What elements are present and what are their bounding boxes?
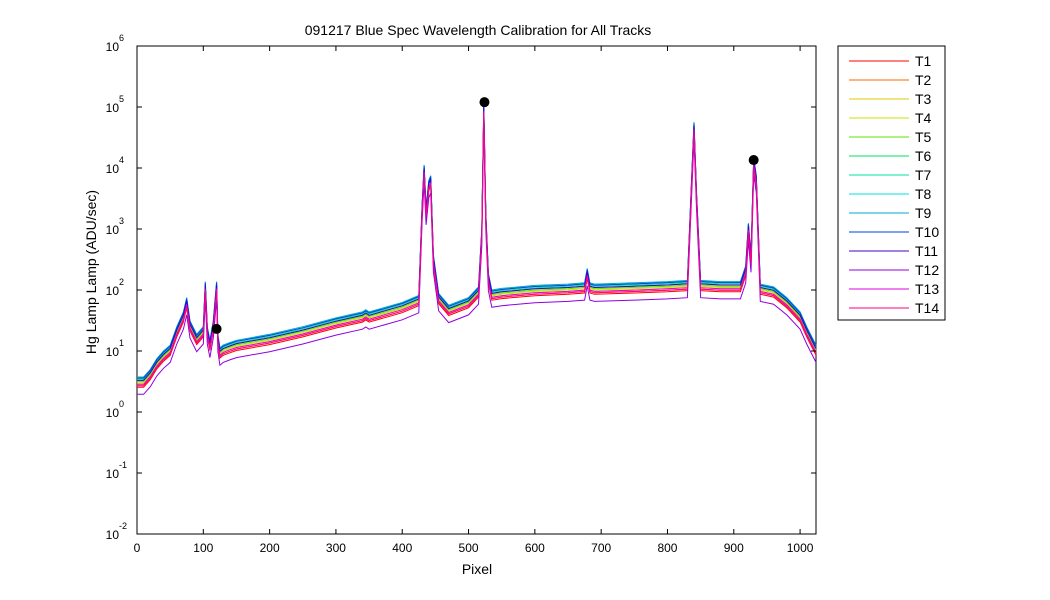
x-tick-label: 700 [591, 541, 611, 555]
legend-label-t4: T4 [915, 110, 932, 126]
legend-label-t1: T1 [915, 53, 932, 69]
legend-label-t9: T9 [915, 205, 932, 221]
x-tick-label: 0 [134, 541, 141, 555]
series-group [137, 103, 817, 395]
y-tick-exponent: -1 [119, 460, 127, 470]
y-tick-label: 10 [106, 162, 120, 176]
legend-label-t6: T6 [915, 148, 932, 164]
y-tick-label: 10 [106, 40, 120, 54]
x-tick-label: 500 [459, 541, 479, 555]
marker-group [211, 97, 759, 334]
x-tick-label: 800 [657, 541, 677, 555]
x-tick-label: 300 [326, 541, 346, 555]
y-tick-label: 10 [106, 528, 120, 542]
x-tick-label: 900 [724, 541, 744, 555]
x-tick-label: 1000 [787, 541, 814, 555]
x-tick-label: 400 [392, 541, 412, 555]
y-axis-label: Hg Lamp Lamp (ADU/sec) [83, 190, 99, 354]
legend-label-t11: T11 [915, 243, 938, 259]
legend-label-t12: T12 [915, 262, 939, 278]
y-tick-exponent: 0 [119, 399, 124, 409]
x-tick-label: 600 [525, 541, 545, 555]
calibration-marker-3 [748, 155, 759, 166]
y-tick-exponent: 5 [119, 94, 124, 104]
chart-title: 091217 Blue Spec Wavelength Calibration … [305, 22, 652, 38]
y-tick-label: 10 [106, 223, 120, 237]
legend-label-t10: T10 [915, 224, 939, 240]
legend-label-t5: T5 [915, 129, 932, 145]
x-tick-label: 100 [193, 541, 213, 555]
legend-label-t3: T3 [915, 91, 932, 107]
x-axis-ticks: 0 100 200 300 400 500 600 700 800 900 1000 [134, 46, 814, 555]
y-tick-label: 10 [106, 467, 120, 481]
legend-label-t13: T13 [915, 281, 939, 297]
legend-label-t7: T7 [915, 167, 932, 183]
y-tick-exponent: 1 [119, 338, 124, 348]
series-line-t14 [137, 112, 817, 387]
legend-label-t2: T2 [915, 72, 932, 88]
calibration-marker-1 [211, 323, 222, 334]
y-tick-exponent: -2 [119, 521, 127, 531]
y-tick-exponent: 4 [119, 155, 124, 165]
y-tick-exponent: 2 [119, 277, 124, 287]
legend-label-t8: T8 [915, 186, 932, 202]
y-tick-label: 10 [106, 345, 120, 359]
x-axis-label: Pixel [462, 561, 492, 577]
x-tick-label: 200 [260, 541, 280, 555]
plot-area: 0 100 200 300 400 500 600 700 800 900 1000 10-210-… [106, 33, 817, 555]
y-tick-exponent: 3 [119, 216, 124, 226]
y-tick-label: 10 [106, 406, 120, 420]
legend-label-t14: T14 [915, 300, 939, 316]
y-tick-exponent: 6 [119, 33, 124, 43]
legend: T1 T2 T3 T4 T5 T6 T7 T8 T9 T10 T11 T12 T13 T14 [837, 45, 946, 321]
y-tick-label: 10 [106, 101, 120, 115]
calibration-marker-2 [479, 97, 490, 108]
y-tick-label: 10 [106, 284, 120, 298]
